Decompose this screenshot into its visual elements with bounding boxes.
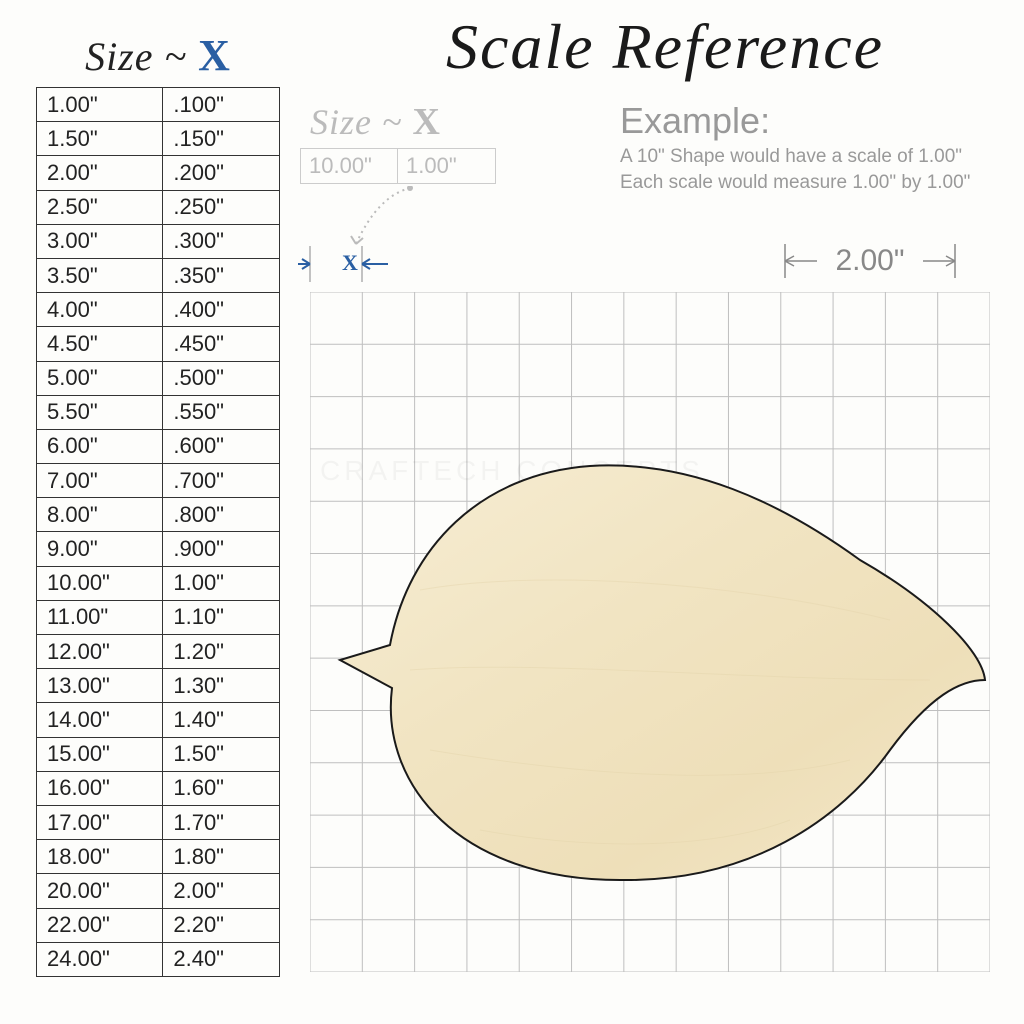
- table-row: 3.50".350": [37, 258, 280, 292]
- sub-size-x: X: [412, 101, 440, 143]
- table-row: 5.50".550": [37, 395, 280, 429]
- table-cell: .200": [163, 156, 280, 190]
- table-cell: 11.00": [37, 600, 163, 634]
- table-row: 17.00"1.70": [37, 805, 280, 839]
- table-row: 10.00"1.00": [37, 566, 280, 600]
- table-row: 11.00"1.10": [37, 600, 280, 634]
- table-row: 15.00"1.50": [37, 737, 280, 771]
- sub-size-cell-0: 10.00": [300, 148, 398, 184]
- table-row: 6.00".600": [37, 429, 280, 463]
- table-cell: 5.00": [37, 361, 163, 395]
- table-cell: 16.00": [37, 771, 163, 805]
- table-cell: 5.50": [37, 395, 163, 429]
- table-row: 7.00".700": [37, 464, 280, 498]
- table-cell: 22.00": [37, 908, 163, 942]
- table-cell: 8.00": [37, 498, 163, 532]
- table-cell: 1.50": [163, 737, 280, 771]
- table-row: 4.00".400": [37, 293, 280, 327]
- bird-shape: [330, 450, 990, 900]
- table-row: 1.50".150": [37, 122, 280, 156]
- table-row: 16.00"1.60": [37, 771, 280, 805]
- table-cell: 14.00": [37, 703, 163, 737]
- sub-size-prefix: Size ~: [310, 102, 412, 142]
- table-cell: 1.60": [163, 771, 280, 805]
- table-row: 20.00"2.00": [37, 874, 280, 908]
- table-cell: .100": [163, 88, 280, 122]
- table-cell: 2.00": [163, 874, 280, 908]
- page-root: Size ~ X 1.00".100"1.50".150"2.00".200"2…: [0, 0, 1024, 1024]
- table-cell: 17.00": [37, 805, 163, 839]
- main-title: Scale Reference: [330, 10, 1000, 84]
- table-cell: 1.30": [163, 669, 280, 703]
- table-cell: .250": [163, 190, 280, 224]
- size-table-header: Size ~ X: [36, 30, 280, 81]
- table-cell: 1.70": [163, 805, 280, 839]
- table-cell: 10.00": [37, 566, 163, 600]
- table-cell: 1.00": [163, 566, 280, 600]
- table-cell: .350": [163, 258, 280, 292]
- size-table: 1.00".100"1.50".150"2.00".200"2.50".250"…: [36, 87, 280, 977]
- table-cell: 1.80": [163, 840, 280, 874]
- table-cell: .500": [163, 361, 280, 395]
- table-row: 2.00".200": [37, 156, 280, 190]
- table-cell: .700": [163, 464, 280, 498]
- table-cell: 2.20": [163, 908, 280, 942]
- sub-size-cells: 10.00" 1.00": [300, 148, 496, 184]
- size-header-x: X: [198, 31, 231, 80]
- sub-size-cell-1: 1.00": [398, 148, 496, 184]
- table-cell: 18.00": [37, 840, 163, 874]
- table-cell: 2.00": [37, 156, 163, 190]
- table-cell: .450": [163, 327, 280, 361]
- table-row: 8.00".800": [37, 498, 280, 532]
- table-cell: 4.00": [37, 293, 163, 327]
- table-cell: 3.00": [37, 224, 163, 258]
- x-dimension-label: X: [342, 250, 358, 276]
- table-cell: 2.50": [37, 190, 163, 224]
- table-cell: 1.20": [163, 635, 280, 669]
- table-row: 12.00"1.20": [37, 635, 280, 669]
- table-row: 9.00".900": [37, 532, 280, 566]
- table-cell: 13.00": [37, 669, 163, 703]
- table-cell: 2.40": [163, 942, 280, 976]
- table-cell: 1.10": [163, 600, 280, 634]
- example-header: Example:: [620, 100, 1010, 142]
- table-row: 13.00"1.30": [37, 669, 280, 703]
- table-cell: 7.00": [37, 464, 163, 498]
- table-cell: 6.00": [37, 429, 163, 463]
- table-row: 14.00"1.40": [37, 703, 280, 737]
- table-row: 5.00".500": [37, 361, 280, 395]
- table-cell: 15.00": [37, 737, 163, 771]
- table-cell: 3.50": [37, 258, 163, 292]
- table-row: 24.00"2.40": [37, 942, 280, 976]
- table-cell: 1.40": [163, 703, 280, 737]
- table-row: 2.50".250": [37, 190, 280, 224]
- table-row: 1.00".100": [37, 88, 280, 122]
- table-cell: 1.00": [37, 88, 163, 122]
- table-cell: 1.50": [37, 122, 163, 156]
- sub-size-header: Size ~ X: [310, 100, 510, 144]
- table-cell: .600": [163, 429, 280, 463]
- table-row: 18.00"1.80": [37, 840, 280, 874]
- table-cell: 24.00": [37, 942, 163, 976]
- table-cell: 4.50": [37, 327, 163, 361]
- table-cell: .300": [163, 224, 280, 258]
- table-cell: 12.00": [37, 635, 163, 669]
- table-cell: 9.00": [37, 532, 163, 566]
- table-cell: 20.00": [37, 874, 163, 908]
- example-line1: A 10" Shape would have a scale of 1.00": [620, 146, 1010, 168]
- table-row: 4.50".450": [37, 327, 280, 361]
- table-row: 3.00".300": [37, 224, 280, 258]
- table-cell: .150": [163, 122, 280, 156]
- dimension-200-label: 2.00": [835, 244, 904, 278]
- example-block: Example: A 10" Shape would have a scale …: [620, 100, 1010, 194]
- table-row: 22.00"2.20": [37, 908, 280, 942]
- table-cell: .400": [163, 293, 280, 327]
- size-table-container: Size ~ X 1.00".100"1.50".150"2.00".200"2…: [36, 30, 280, 977]
- example-line2: Each scale would measure 1.00" by 1.00": [620, 172, 1010, 194]
- table-cell: .800": [163, 498, 280, 532]
- table-cell: .900": [163, 532, 280, 566]
- size-header-prefix: Size ~: [85, 34, 198, 79]
- dimension-200: 2.00": [770, 238, 970, 284]
- table-cell: .550": [163, 395, 280, 429]
